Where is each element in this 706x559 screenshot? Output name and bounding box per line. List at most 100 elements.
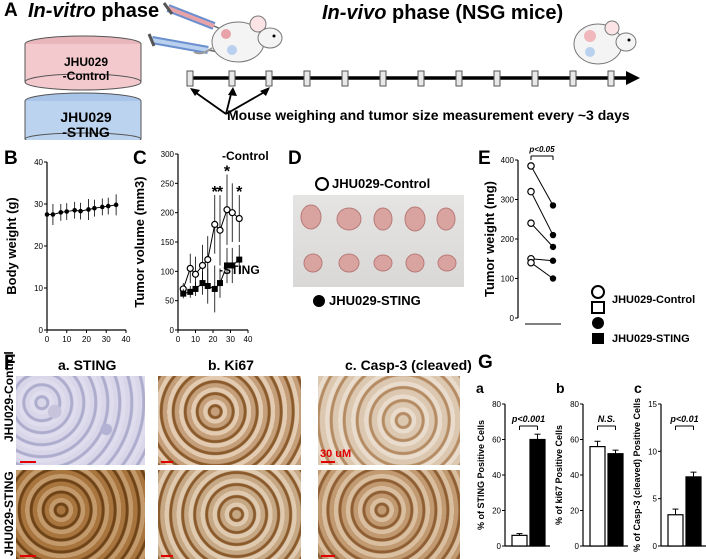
panel-letter-d: D: [288, 148, 302, 169]
significance-label: p<0.05: [528, 145, 555, 154]
invitro-heading: In-vitro phase: [28, 0, 159, 23]
data-point-control: [527, 162, 535, 170]
dish-sting-line2: -STING: [62, 124, 110, 140]
data-point-control: [198, 261, 207, 270]
data-point-control: [527, 258, 535, 267]
y-tick-label: 300: [501, 196, 515, 205]
y-tick-label: 400: [501, 156, 515, 165]
mouse-right-icon: [573, 20, 637, 65]
chart-ki67-positive: 0 20 40 60 80 % of ki67 Positive Cells N.S.: [554, 400, 628, 551]
invivo-suffix: phase (NSG mice): [386, 2, 564, 24]
y-tick-label: 200: [161, 209, 175, 218]
dish-sting-label: JHU029 -STING: [28, 110, 144, 140]
y-tick-label: 50: [165, 297, 174, 306]
data-point-sting: [180, 290, 187, 297]
y-tick-label: 20: [570, 507, 579, 516]
y-tick-label: 100: [501, 275, 515, 284]
y-tick-label: 0: [653, 542, 658, 551]
chart-sting-positive: 0 20 40 60 80 % of STING Positive Cells p<0.00…: [476, 400, 550, 551]
data-point-sting: [224, 262, 230, 269]
significance-label: N.S.: [598, 414, 616, 424]
ihc-ki67-sting: [158, 470, 301, 559]
legend-control-label: JHU029-Control: [612, 294, 696, 306]
data-point-control: [228, 209, 236, 217]
series-label-control: -Control: [222, 149, 269, 163]
chart-tumor-weight: 0 100 200 300 400 Tumor weight (mg) p<0.05: [482, 145, 561, 325]
y-tick-label: 80: [492, 400, 501, 409]
y-tick-label: 0: [497, 542, 502, 551]
data-point-sting: [236, 256, 243, 263]
data-point: [92, 205, 97, 211]
y-tick-label: 20: [492, 507, 501, 516]
y-tick-label: 0: [39, 326, 44, 335]
ihc-casp3-sting: [318, 470, 460, 559]
y-tick-label: 10: [34, 284, 43, 293]
significance-star: *: [212, 184, 219, 201]
data-point: [50, 212, 56, 217]
dish-control: [24, 35, 142, 91]
y-tick-label: 40: [570, 471, 579, 480]
data-point-control: [204, 255, 212, 264]
data-point: [44, 212, 50, 217]
x-tick-label: 30: [102, 335, 111, 344]
y-tick-label: 60: [492, 436, 501, 445]
data-point-control: [211, 220, 219, 229]
invitro-title: In-vitro: [28, 0, 96, 22]
pair-line: [530, 222, 554, 248]
tumor-row-sting: [303, 253, 457, 273]
panel-letter-g: G: [478, 352, 493, 373]
invitro-suffix: phase: [95, 0, 160, 22]
data-point-control: [186, 264, 194, 272]
panel-d-label-sting: JHU029-STING: [329, 293, 421, 308]
y-tick-label: 80: [570, 400, 579, 409]
data-point: [105, 203, 111, 209]
y-tick-label: 0: [510, 314, 515, 323]
ihc-casp3-control: [318, 376, 460, 465]
x-tick-label: 0: [45, 335, 50, 344]
legend-open-circle-d: [315, 177, 329, 191]
dish-control-line2: -Control: [62, 69, 110, 83]
y-tick-label: 40: [492, 471, 501, 480]
x-tick-label: 0: [176, 335, 181, 344]
chart-casp3-positive: 0 5 10 15 % of Casp-3 (cleaved) Positive Cel…: [632, 398, 706, 552]
legend-open-square: [591, 301, 605, 314]
dish-control-label: JHU029 -Control: [28, 55, 144, 83]
y-tick-label: 200: [501, 235, 515, 244]
invivo-title: In-vivo: [322, 2, 387, 24]
dish-control-line1: JHU029: [63, 55, 109, 69]
y-axis-label: Body weight (g): [4, 197, 19, 295]
x-tick-label: 30: [226, 335, 235, 344]
significance-star: *: [217, 184, 224, 201]
data-point-sting: [549, 275, 557, 282]
data-point: [86, 207, 91, 212]
tumor-row-control: [300, 204, 456, 232]
subpanel-label-gc: c: [634, 380, 642, 396]
y-tick-label: 0: [170, 326, 175, 335]
y-tick-label: 150: [161, 238, 175, 247]
x-tick-label: 40: [244, 335, 253, 344]
y-tick-label: 100: [161, 267, 175, 276]
scale-bar-label: 30 uM: [320, 448, 352, 460]
significance-star: *: [236, 184, 243, 201]
tumor-photo: [293, 195, 464, 287]
data-point-control: [223, 206, 231, 214]
subpanel-label-ga: a: [476, 380, 484, 396]
y-tick-label: 20: [34, 242, 43, 251]
data-point-sting: [549, 202, 557, 209]
data-point: [78, 208, 83, 214]
x-tick-label: 40: [122, 335, 131, 344]
data-point-sting: [549, 231, 557, 239]
data-point: [72, 208, 77, 213]
data-point-sting: [549, 243, 557, 251]
panel-letter-c: C: [133, 148, 147, 169]
y-axis-label: % of Casp-3 (cleaved) Positive Cells: [632, 398, 642, 552]
y-tick-label: 30: [34, 200, 43, 209]
panel-d-label-control: JHU029-Control: [332, 176, 431, 191]
x-tick-label: 20: [82, 335, 91, 344]
significance-label: p<0.001: [511, 414, 545, 424]
data-point-sting: [192, 285, 199, 292]
data-point-sting: [204, 283, 211, 289]
y-tick-label: 40: [34, 158, 43, 167]
series-label-sting: -STING: [219, 263, 260, 277]
